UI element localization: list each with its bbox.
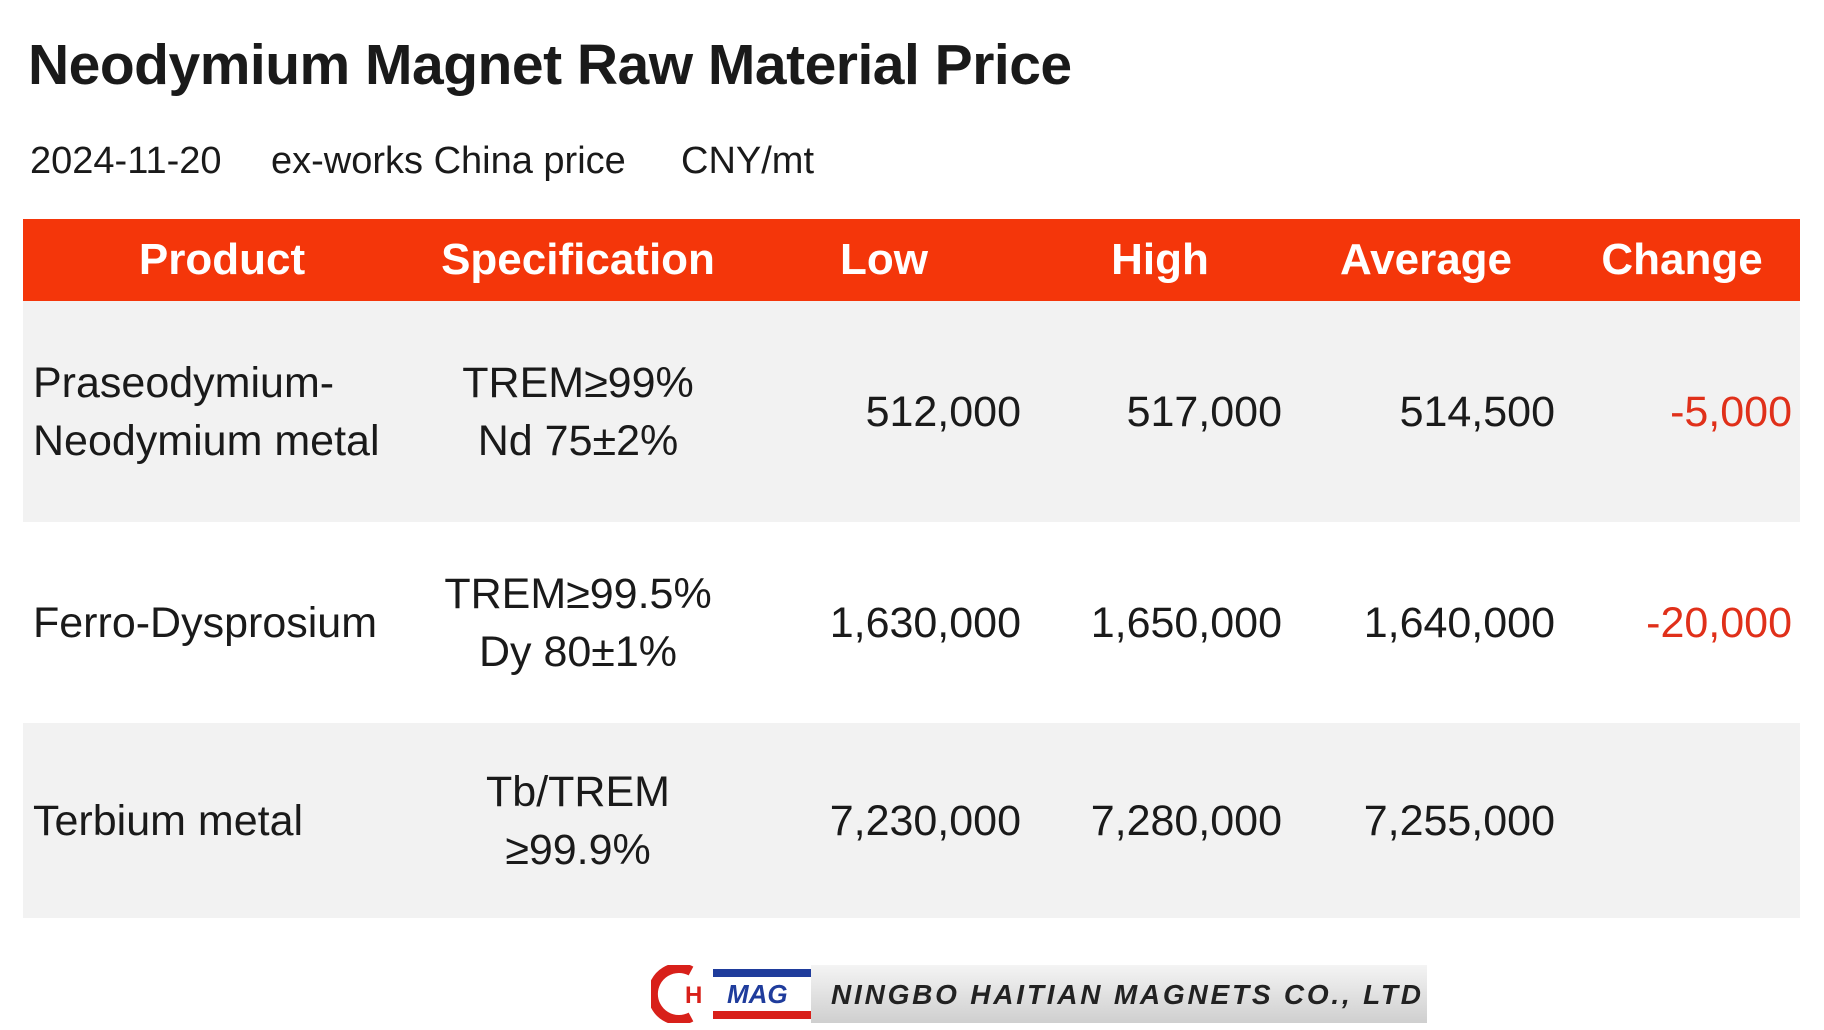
table-cell: 512,000: [865, 387, 1021, 436]
basis: ex-works China price: [271, 140, 626, 182]
column-header: Change: [1601, 235, 1763, 284]
table-cell: Tb/TREM ≥99.9%: [486, 723, 670, 918]
cell-line: Neodymium metal: [33, 416, 380, 465]
company-name: NINGBO HAITIAN MAGNETS CO., LTD: [831, 979, 1421, 1010]
cell-line: ≥99.9%: [505, 825, 651, 874]
cell-line: TREM≥99%: [462, 358, 694, 407]
table-cell: 517,000: [1126, 387, 1282, 436]
table-cell: 7,230,000: [829, 796, 1021, 845]
table-cell: Ferro-Dysprosium: [33, 522, 377, 723]
cell-line: Nd 75±2%: [477, 416, 679, 465]
column-header: Product: [138, 235, 306, 284]
logo-stripe: [713, 1011, 811, 1019]
table-cell: TREM≥99% Nd 75±2%: [462, 301, 693, 522]
cell-line: Dy 80±1%: [478, 627, 678, 676]
title: Neodymium Magnet Raw Material Price: [28, 33, 1072, 97]
cell-line: Ferro-Dysprosium: [33, 598, 378, 647]
table-cell: 7,280,000: [1090, 796, 1282, 845]
logo-mark: H MAG NINGBO HAITIAN MAGNETS CO., LTD: [651, 965, 1421, 1023]
change-cell: -5,000: [1670, 387, 1792, 436]
table-cell: TREM≥99.5% Dy 80±1%: [444, 522, 711, 723]
table-cell: 7,255,000: [1363, 796, 1555, 845]
table-cell: 514,500: [1399, 387, 1555, 436]
column-header: High: [1111, 235, 1209, 284]
column-header: Average: [1339, 235, 1513, 284]
table-cell: 1,630,000: [829, 598, 1021, 647]
logo-letter: MAG: [727, 979, 788, 1009]
logo-stripe: [713, 969, 811, 977]
logo-arc: [651, 965, 694, 1023]
unit: CNY/mt: [681, 140, 814, 182]
header-bar: [23, 219, 1800, 301]
date: 2024-11-20: [30, 140, 222, 182]
logo-letter: H: [685, 982, 702, 1009]
table-cell: Praseodymium- Neodymium metal: [33, 301, 380, 522]
table-row: [23, 522, 1800, 723]
cell-line: TREM≥99.5%: [444, 569, 712, 618]
column-header: Specification: [441, 235, 715, 284]
logo: H MAG NINGBO HAITIAN MAGNETS CO., LTD: [651, 965, 1427, 1023]
change-cell: -20,000: [1646, 598, 1792, 647]
table-row: [23, 301, 1800, 522]
cell-line: Praseodymium-: [33, 358, 335, 407]
column-header: Low: [840, 235, 928, 284]
cell-line: Terbium metal: [33, 796, 304, 845]
table-cell: 1,640,000: [1363, 598, 1555, 647]
table-cell: Terbium metal: [33, 723, 303, 918]
table-cell: 1,650,000: [1090, 598, 1282, 647]
cell-line: Tb/TREM: [486, 767, 670, 816]
table-row: [23, 723, 1800, 918]
